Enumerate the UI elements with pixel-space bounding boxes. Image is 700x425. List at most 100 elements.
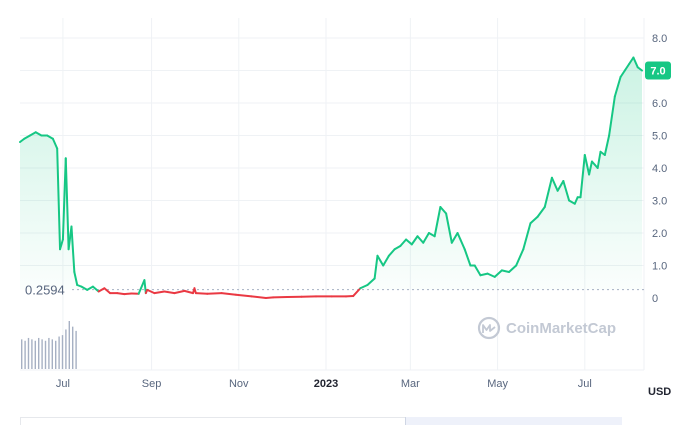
volume-bar xyxy=(31,339,33,369)
line-segment xyxy=(550,176,559,192)
volume-bar xyxy=(65,329,67,369)
line-segment xyxy=(387,248,396,257)
volume-bar xyxy=(24,340,26,369)
line-segment xyxy=(194,292,209,295)
grid-lines xyxy=(20,18,645,371)
line-segment xyxy=(515,248,525,267)
line-segment xyxy=(250,295,267,299)
y-tick-label: 6.0 xyxy=(652,98,667,110)
x-tick-label: May xyxy=(487,378,508,390)
line-segment xyxy=(410,235,419,246)
reference-value-label: 0.2594 xyxy=(25,283,65,298)
line-segment xyxy=(91,285,100,293)
volume-bar xyxy=(72,326,74,369)
line-segment xyxy=(86,285,94,291)
line-segment xyxy=(456,232,462,241)
line-segment xyxy=(632,56,639,69)
watermark: CoinMarketCap xyxy=(477,316,616,340)
x-tick-label: Jul xyxy=(56,378,70,390)
line-segment xyxy=(382,254,390,267)
y-tick-label: 8.0 xyxy=(652,33,667,45)
line-segment xyxy=(573,196,579,205)
line-segment xyxy=(416,235,425,244)
line-segment xyxy=(234,293,253,298)
line-segment xyxy=(603,134,611,156)
x-axis: Jul Sep Nov 2023 Mar May Jul xyxy=(56,378,592,390)
volume-bar xyxy=(58,336,60,369)
line-segment xyxy=(73,271,79,286)
line-segment xyxy=(543,176,553,208)
line-segment xyxy=(206,292,223,295)
line-segment xyxy=(508,264,518,273)
volume-bar xyxy=(34,340,36,369)
line-segment xyxy=(366,277,376,286)
volume-bar xyxy=(27,337,30,369)
line-segment xyxy=(445,212,453,244)
line-segment xyxy=(493,269,503,278)
line-segment xyxy=(51,137,59,150)
line-segment xyxy=(373,254,379,280)
y-axis: 8.0 6.0 5.0 4.0 3.0 2.0 1.0 0 xyxy=(652,33,667,305)
line-segment xyxy=(536,206,546,218)
line-segment xyxy=(399,238,408,247)
line-segment xyxy=(80,285,89,291)
line-segment xyxy=(163,290,176,295)
line-segment xyxy=(34,131,43,137)
line-segment xyxy=(103,287,112,295)
x-tick-label: Nov xyxy=(229,378,249,390)
line-segment xyxy=(183,289,195,295)
line-segment xyxy=(596,150,602,169)
line-segment xyxy=(123,292,133,296)
line-segment xyxy=(264,296,275,299)
line-segment xyxy=(173,289,186,295)
line-segment xyxy=(623,63,631,72)
y-tick-label: 0 xyxy=(652,293,658,305)
line-segment xyxy=(70,225,76,273)
volume-bar xyxy=(21,339,23,369)
line-segment xyxy=(579,154,586,199)
line-segment xyxy=(628,56,635,65)
coinmarketcap-logo-icon xyxy=(477,316,501,340)
line-segment xyxy=(352,287,362,298)
volume-bar xyxy=(68,321,70,369)
line-segment xyxy=(613,76,622,98)
line-segment xyxy=(568,199,576,205)
line-segment xyxy=(608,95,616,137)
volume-bar xyxy=(48,337,50,369)
y-tick-label: 2.0 xyxy=(652,228,667,240)
line-segment xyxy=(529,215,539,225)
line-segment xyxy=(500,269,511,273)
range-selector-window[interactable] xyxy=(405,417,622,425)
line-segment xyxy=(153,290,166,295)
volume-bar xyxy=(51,339,53,369)
line-segment xyxy=(116,292,126,296)
line-segment xyxy=(479,272,489,277)
line-segment xyxy=(486,272,496,278)
line-segment xyxy=(463,248,472,267)
current-price-label: 7.0 xyxy=(650,66,665,78)
line-segment xyxy=(433,206,442,238)
current-price-badge: 7.0 xyxy=(645,61,671,80)
volume-bars xyxy=(21,321,77,369)
line-segment xyxy=(636,66,643,72)
area-fill-shape xyxy=(20,57,642,290)
line-segment xyxy=(143,279,147,295)
line-segment xyxy=(562,180,571,202)
line-segment xyxy=(97,287,106,293)
line-segment xyxy=(46,134,54,140)
line-segment xyxy=(459,238,466,251)
line-segment xyxy=(359,284,369,290)
x-tick-label: Jul xyxy=(578,378,592,390)
line-segment xyxy=(583,154,591,176)
line-segment xyxy=(522,222,532,251)
unit-label: USD xyxy=(648,386,671,398)
y-tick-label: 3.0 xyxy=(652,196,667,208)
volume-bar xyxy=(44,340,47,369)
volume-bar xyxy=(41,339,43,369)
line-segment xyxy=(450,232,459,244)
line-segment xyxy=(29,131,37,137)
line-segment xyxy=(427,232,436,238)
line-segment xyxy=(146,288,156,295)
line-segment xyxy=(59,238,64,251)
